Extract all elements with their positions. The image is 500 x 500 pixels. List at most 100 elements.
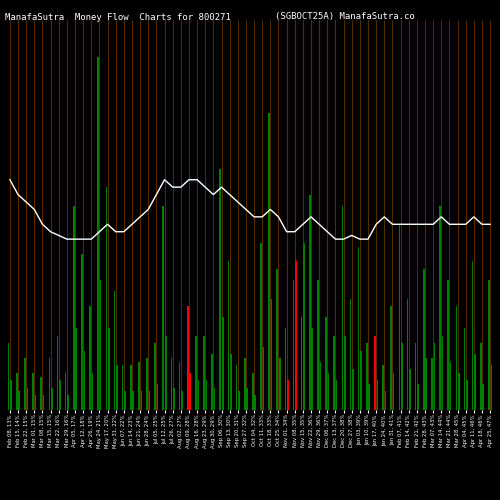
- Bar: [268, 113, 270, 410]
- Bar: [398, 224, 400, 410]
- Bar: [122, 366, 124, 410]
- Bar: [342, 206, 343, 410]
- Bar: [140, 392, 142, 410]
- Bar: [236, 366, 238, 410]
- Bar: [423, 269, 424, 410]
- Bar: [309, 194, 310, 410]
- Bar: [16, 373, 18, 410]
- Bar: [409, 369, 411, 410]
- Bar: [32, 373, 34, 410]
- Bar: [238, 392, 240, 410]
- Bar: [301, 317, 302, 410]
- Bar: [130, 366, 132, 410]
- Bar: [108, 328, 110, 410]
- Bar: [260, 243, 262, 410]
- Bar: [26, 388, 28, 410]
- Bar: [456, 306, 457, 410]
- Bar: [24, 358, 26, 410]
- Bar: [212, 354, 213, 410]
- Bar: [366, 343, 368, 410]
- Bar: [246, 388, 248, 410]
- Bar: [81, 254, 82, 410]
- Bar: [336, 380, 338, 410]
- Bar: [262, 347, 264, 410]
- Bar: [358, 246, 360, 410]
- Bar: [464, 328, 466, 410]
- Text: ManafaSutra  Money Flow  Charts for 800271: ManafaSutra Money Flow Charts for 800271: [5, 12, 231, 22]
- Bar: [368, 384, 370, 410]
- Bar: [198, 380, 199, 410]
- Bar: [187, 306, 188, 410]
- Bar: [8, 343, 10, 410]
- Bar: [89, 306, 91, 410]
- Bar: [162, 206, 164, 410]
- Bar: [220, 168, 221, 410]
- Bar: [230, 354, 232, 410]
- Bar: [138, 362, 140, 410]
- Bar: [59, 380, 61, 410]
- Bar: [350, 298, 352, 410]
- Bar: [51, 388, 52, 410]
- Bar: [179, 362, 180, 410]
- Bar: [295, 262, 297, 410]
- Bar: [360, 350, 362, 410]
- Bar: [431, 358, 432, 410]
- Bar: [488, 280, 490, 410]
- Bar: [65, 373, 66, 410]
- Bar: [222, 317, 224, 410]
- Bar: [352, 369, 354, 410]
- Bar: [146, 358, 148, 410]
- Bar: [73, 206, 74, 410]
- Bar: [181, 392, 183, 410]
- Bar: [287, 380, 288, 410]
- Bar: [490, 366, 492, 410]
- Bar: [154, 343, 156, 410]
- Bar: [328, 373, 330, 410]
- Bar: [244, 358, 246, 410]
- Bar: [374, 336, 376, 410]
- Bar: [448, 280, 449, 410]
- Bar: [450, 362, 452, 410]
- Bar: [165, 336, 166, 410]
- Bar: [252, 373, 254, 410]
- Bar: [284, 328, 286, 410]
- Bar: [92, 373, 94, 410]
- Bar: [170, 358, 172, 410]
- Bar: [76, 328, 77, 410]
- Bar: [56, 336, 58, 410]
- Bar: [18, 392, 20, 410]
- Bar: [100, 280, 102, 410]
- Bar: [114, 291, 116, 410]
- Bar: [203, 336, 205, 410]
- Bar: [390, 306, 392, 410]
- Bar: [10, 380, 12, 410]
- Bar: [157, 384, 158, 410]
- Bar: [254, 395, 256, 410]
- Bar: [312, 328, 313, 410]
- Bar: [292, 280, 294, 410]
- Bar: [439, 206, 441, 410]
- Bar: [434, 343, 435, 410]
- Bar: [442, 336, 444, 410]
- Bar: [228, 262, 229, 410]
- Bar: [334, 336, 335, 410]
- Bar: [173, 388, 174, 410]
- Bar: [132, 392, 134, 410]
- Bar: [124, 392, 126, 410]
- Bar: [206, 380, 208, 410]
- Bar: [116, 366, 117, 410]
- Bar: [418, 384, 419, 410]
- Text: (SGBOCT25A) ManafaSutra.co: (SGBOCT25A) ManafaSutra.co: [275, 12, 415, 22]
- Bar: [426, 358, 427, 410]
- Bar: [326, 317, 327, 410]
- Bar: [480, 343, 482, 410]
- Bar: [376, 380, 378, 410]
- Bar: [43, 395, 44, 410]
- Bar: [106, 187, 107, 410]
- Bar: [344, 336, 346, 410]
- Bar: [482, 384, 484, 410]
- Bar: [48, 358, 50, 410]
- Bar: [68, 395, 69, 410]
- Bar: [382, 366, 384, 410]
- Bar: [214, 388, 216, 410]
